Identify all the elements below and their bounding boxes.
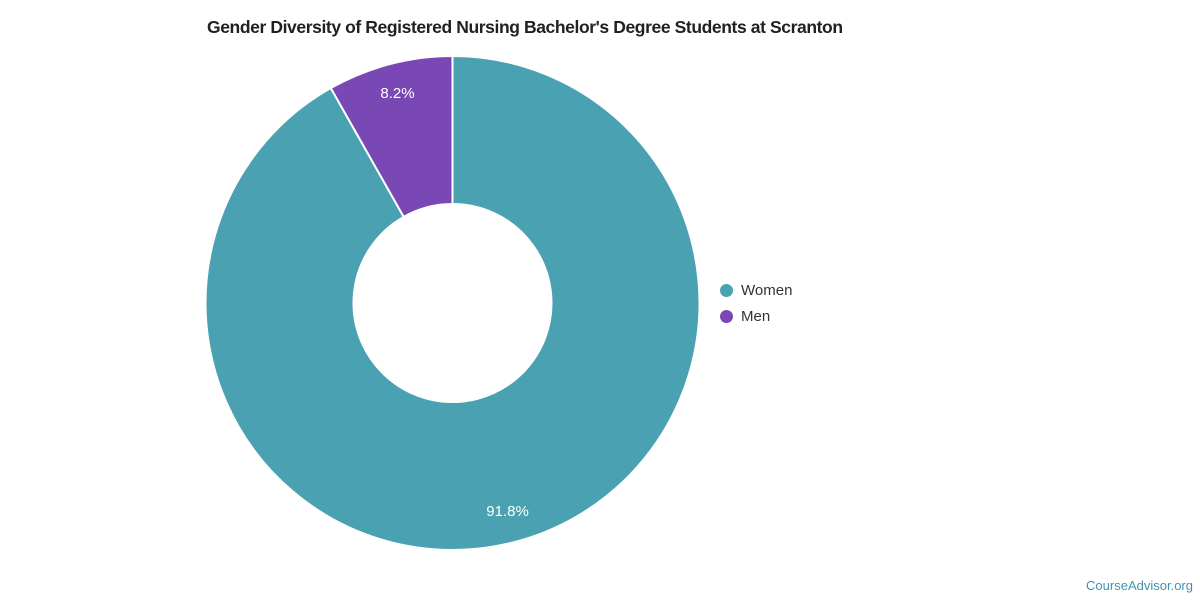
legend-marker-men-icon — [720, 309, 733, 323]
slice-label-women: 91.8% — [486, 503, 529, 520]
legend-marker-women-icon — [720, 283, 733, 297]
chart-title: Gender Diversity of Registered Nursing B… — [207, 17, 843, 37]
legend: Women Men — [720, 277, 792, 329]
legend-item-men[interactable]: Men — [720, 303, 792, 329]
slice-label-men: 8.2% — [380, 85, 414, 102]
legend-label-men: Men — [741, 307, 771, 325]
pie-slice-men[interactable] — [329, 55, 454, 218]
courseadvisor-link[interactable]: CourseAdvisor.org — [1086, 578, 1193, 593]
legend-label-women: Women — [741, 281, 793, 299]
legend-item-women[interactable]: Women — [720, 277, 792, 303]
pie-slice-women[interactable] — [204, 55, 701, 551]
